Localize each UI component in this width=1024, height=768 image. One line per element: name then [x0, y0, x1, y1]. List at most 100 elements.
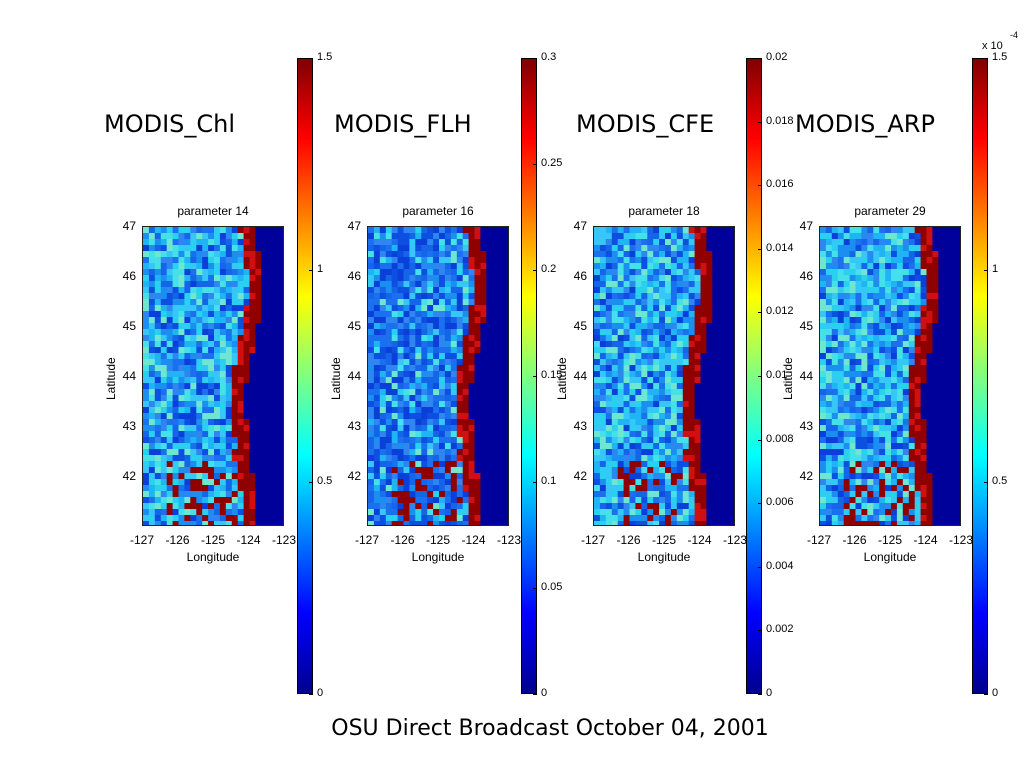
- heatmap-cell: [391, 437, 399, 444]
- heatmap-cell: [670, 335, 678, 342]
- heatmap-cell: [231, 479, 239, 486]
- heatmap-cell: [249, 431, 256, 438]
- heatmap-cell: [837, 365, 845, 372]
- heatmap-cell: [433, 443, 440, 450]
- heatmap-cell: [902, 431, 910, 438]
- heatmap-cell: [712, 419, 719, 426]
- heatmap-cell: [896, 263, 904, 270]
- heatmap-cell: [427, 233, 434, 240]
- heatmap-cell: [421, 341, 428, 348]
- heatmap-cell: [421, 257, 428, 264]
- heatmap-cell: [594, 455, 601, 462]
- heatmap-cell: [273, 299, 280, 306]
- heatmap-cell: [867, 395, 874, 402]
- heatmap-cell: [468, 335, 475, 342]
- heatmap-cell: [647, 329, 654, 336]
- heatmap-cell: [867, 245, 874, 252]
- heatmap-cell: [468, 287, 475, 294]
- heatmap-cell: [831, 497, 839, 504]
- heatmap-cell: [456, 425, 464, 432]
- heatmap-cell: [219, 371, 227, 378]
- heatmap-cell: [397, 485, 404, 492]
- heatmap-cell: [611, 311, 619, 318]
- heatmap-cell: [653, 467, 660, 474]
- heatmap-cell: [676, 413, 684, 420]
- heatmap-cell: [225, 455, 233, 462]
- heatmap-cell: [219, 461, 227, 468]
- heatmap-cell: [397, 353, 404, 360]
- heatmap-cell: [688, 305, 696, 312]
- heatmap-cell: [456, 521, 464, 525]
- heatmap-cell: [498, 521, 505, 525]
- heatmap-cell: [718, 329, 725, 336]
- heatmap-cell: [855, 509, 862, 516]
- heatmap-cell: [682, 431, 690, 438]
- heatmap-cell: [849, 359, 856, 366]
- heatmap-cell: [373, 467, 381, 474]
- heatmap-cell: [415, 245, 422, 252]
- heatmap-cell: [659, 485, 666, 492]
- heatmap-cell: [914, 395, 922, 402]
- heatmap-cell: [629, 419, 636, 426]
- heatmap-cell: [190, 443, 197, 450]
- heatmap-cell: [831, 323, 839, 330]
- heatmap-cell: [255, 443, 262, 450]
- heatmap-cell: [843, 365, 851, 372]
- heatmap-cell: [873, 497, 880, 504]
- heatmap-cell: [498, 395, 505, 402]
- heatmap-cell: [920, 449, 927, 456]
- heatmap-cell: [718, 425, 725, 432]
- heatmap-cell: [938, 473, 945, 480]
- heatmap-cell: [243, 461, 250, 468]
- heatmap-cell: [896, 251, 904, 258]
- heatmap-cell: [896, 353, 904, 360]
- heatmap-cell: [225, 437, 233, 444]
- heatmap-cell: [932, 455, 939, 462]
- heatmap-cell: [873, 437, 880, 444]
- heatmap-cell: [219, 281, 227, 288]
- colorbar-tick-label: 0.5: [992, 475, 1008, 487]
- heatmap-cell: [492, 239, 499, 246]
- heatmap-cell: [202, 311, 209, 318]
- heatmap-cell: [409, 383, 416, 390]
- heatmap-cell: [492, 359, 499, 366]
- colorbar-tick-mark: [533, 270, 537, 271]
- heatmap-cell: [879, 299, 886, 306]
- heatmap-cell: [433, 263, 440, 270]
- heatmap-cell: [932, 287, 939, 294]
- heatmap-cell: [718, 485, 725, 492]
- heatmap-cell: [409, 413, 416, 420]
- heatmap-cell: [474, 263, 481, 270]
- heatmap-cell: [665, 461, 672, 468]
- heatmap-cell: [498, 245, 505, 252]
- heatmap-cell: [184, 347, 191, 354]
- heatmap-cell: [498, 365, 505, 372]
- heatmap-cell: [641, 317, 648, 324]
- heatmap-cell: [855, 305, 862, 312]
- heatmap-cell: [486, 311, 493, 318]
- heatmap-cell: [498, 329, 505, 336]
- heatmap-cell: [599, 425, 607, 432]
- heatmap-cell: [676, 455, 684, 462]
- heatmap-cell: [249, 443, 256, 450]
- heatmap-cell: [885, 509, 892, 516]
- heatmap-cell: [444, 359, 452, 366]
- heatmap-cell: [231, 407, 239, 414]
- heatmap-cell: [706, 485, 713, 492]
- heatmap-cell: [456, 467, 464, 474]
- heatmap-cell: [682, 359, 690, 366]
- heatmap-cell: [243, 419, 250, 426]
- heatmap-cell: [682, 305, 690, 312]
- heatmap-cell: [647, 257, 654, 264]
- colorbar-tick-label: 0.016: [766, 178, 794, 191]
- heatmap-cell: [682, 245, 690, 252]
- heatmap-cell: [873, 479, 880, 486]
- heatmap-cell: [184, 311, 191, 318]
- heatmap-cell: [700, 371, 707, 378]
- heatmap-cell: [694, 269, 701, 276]
- heatmap-cell: [444, 389, 452, 396]
- heatmap-cell: [718, 287, 725, 294]
- heatmap-cell: [480, 503, 487, 510]
- heatmap-cell: [873, 509, 880, 516]
- heatmap-cell: [820, 383, 827, 390]
